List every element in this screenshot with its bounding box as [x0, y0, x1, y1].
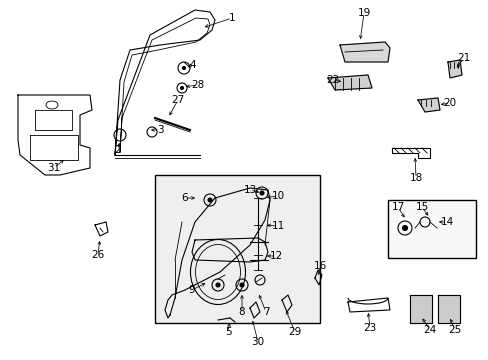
Text: 3: 3 — [156, 125, 163, 135]
Polygon shape — [327, 75, 371, 90]
Text: 25: 25 — [447, 325, 461, 335]
Text: 30: 30 — [251, 337, 264, 347]
Text: 17: 17 — [390, 202, 404, 212]
Text: 10: 10 — [271, 191, 284, 201]
Polygon shape — [437, 295, 459, 323]
Circle shape — [260, 191, 264, 195]
Text: 15: 15 — [414, 202, 428, 212]
Text: 26: 26 — [91, 250, 104, 260]
Text: 5: 5 — [224, 327, 231, 337]
Text: 28: 28 — [191, 80, 204, 90]
Bar — [155, 175, 319, 323]
Text: 2: 2 — [115, 145, 121, 155]
Text: 13: 13 — [243, 185, 256, 195]
Text: 7: 7 — [262, 307, 269, 317]
Text: 12: 12 — [269, 251, 282, 261]
Circle shape — [216, 283, 220, 287]
Circle shape — [180, 86, 183, 90]
Text: 11: 11 — [271, 221, 284, 231]
Text: 4: 4 — [189, 60, 196, 70]
Text: 23: 23 — [363, 323, 376, 333]
Circle shape — [182, 67, 185, 69]
Text: 18: 18 — [408, 173, 422, 183]
Text: 29: 29 — [288, 327, 301, 337]
Text: 8: 8 — [238, 307, 245, 317]
Text: 9: 9 — [188, 285, 195, 295]
Text: 21: 21 — [456, 53, 469, 63]
Polygon shape — [447, 60, 461, 78]
Circle shape — [402, 225, 407, 230]
Text: 27: 27 — [171, 95, 184, 105]
Polygon shape — [417, 98, 439, 112]
Text: 19: 19 — [357, 8, 370, 18]
Polygon shape — [409, 295, 431, 323]
Circle shape — [240, 283, 244, 287]
Polygon shape — [339, 42, 389, 62]
Text: 14: 14 — [440, 217, 453, 227]
Text: 22: 22 — [325, 75, 339, 85]
Text: 1: 1 — [228, 13, 235, 23]
Text: 20: 20 — [443, 98, 456, 108]
Text: 31: 31 — [47, 163, 61, 173]
Bar — [387, 200, 475, 258]
Text: 16: 16 — [313, 261, 326, 271]
Circle shape — [207, 198, 212, 202]
Text: 24: 24 — [423, 325, 436, 335]
Text: 6: 6 — [182, 193, 188, 203]
